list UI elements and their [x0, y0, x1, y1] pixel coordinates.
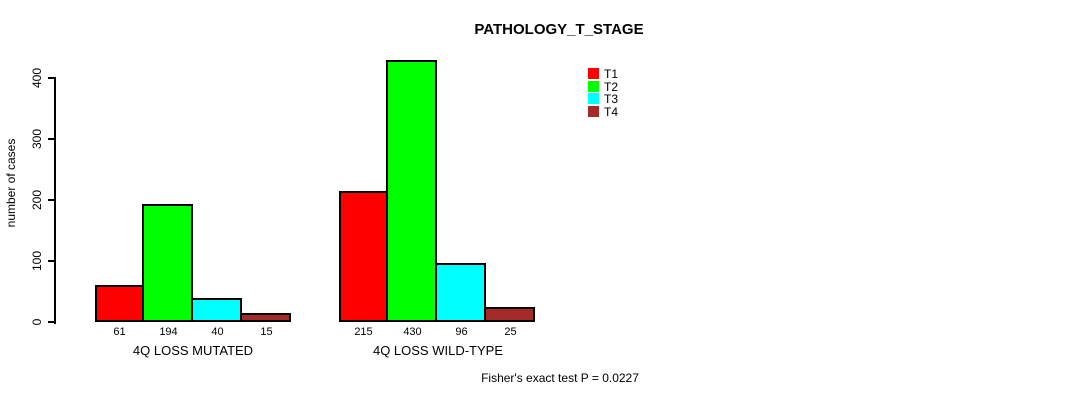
legend-swatch-t1 [588, 68, 599, 79]
bar-t3-group2 [435, 263, 486, 322]
legend-label-t1: T1 [604, 67, 619, 81]
y-axis-title: number of cases [4, 138, 18, 228]
y-axis-tick-label: 200 [30, 189, 44, 211]
y-axis-tick [48, 138, 55, 140]
y-axis-tick [48, 260, 55, 262]
bar-value-label: 194 [159, 326, 178, 338]
y-axis-line [54, 77, 56, 324]
bar-t1-group2 [339, 191, 388, 322]
legend-label-t2: T2 [604, 79, 619, 94]
category-label-wild-type: 4Q LOSS WILD-TYPE [372, 343, 504, 358]
legend-swatch-t2 [588, 80, 599, 92]
legend-label-t3: T3 [604, 92, 619, 106]
legend-swatch-t3 [588, 93, 599, 104]
category-label-mutated: 4Q LOSS MUTATED [132, 343, 254, 358]
bar-t1-group1 [95, 285, 144, 322]
bar-value-label: 96 [455, 326, 468, 338]
fisher-test-annotation: Fisher's exact test P = 0.0227 [481, 371, 639, 385]
y-axis-tick-label: 300 [30, 128, 44, 150]
y-axis-tick [48, 321, 55, 323]
bar-value-label: 15 [260, 326, 273, 338]
y-axis-tick [48, 199, 55, 201]
bar-t4-group2 [484, 307, 535, 322]
bar-t2-group1 [142, 204, 193, 322]
legend-swatch-t4 [588, 105, 599, 117]
y-axis-tick-label: 100 [30, 250, 44, 272]
bar-value-label: 430 [403, 326, 422, 338]
chart-title: PATHOLOGY_T_STAGE [474, 21, 644, 38]
bar-t3-group1 [191, 298, 242, 322]
bar-value-label: 25 [504, 326, 517, 338]
bar-value-label: 40 [211, 326, 224, 338]
bar-value-label: 215 [354, 326, 373, 338]
y-axis-tick-label: 0 [30, 318, 44, 326]
legend-label-t4: T4 [604, 104, 619, 119]
bar-value-label: 61 [113, 326, 126, 338]
bar-t4-group1 [240, 313, 291, 322]
y-axis-tick [48, 77, 55, 79]
y-axis-tick-label: 400 [30, 67, 44, 89]
bar-t2-group2 [386, 60, 437, 322]
